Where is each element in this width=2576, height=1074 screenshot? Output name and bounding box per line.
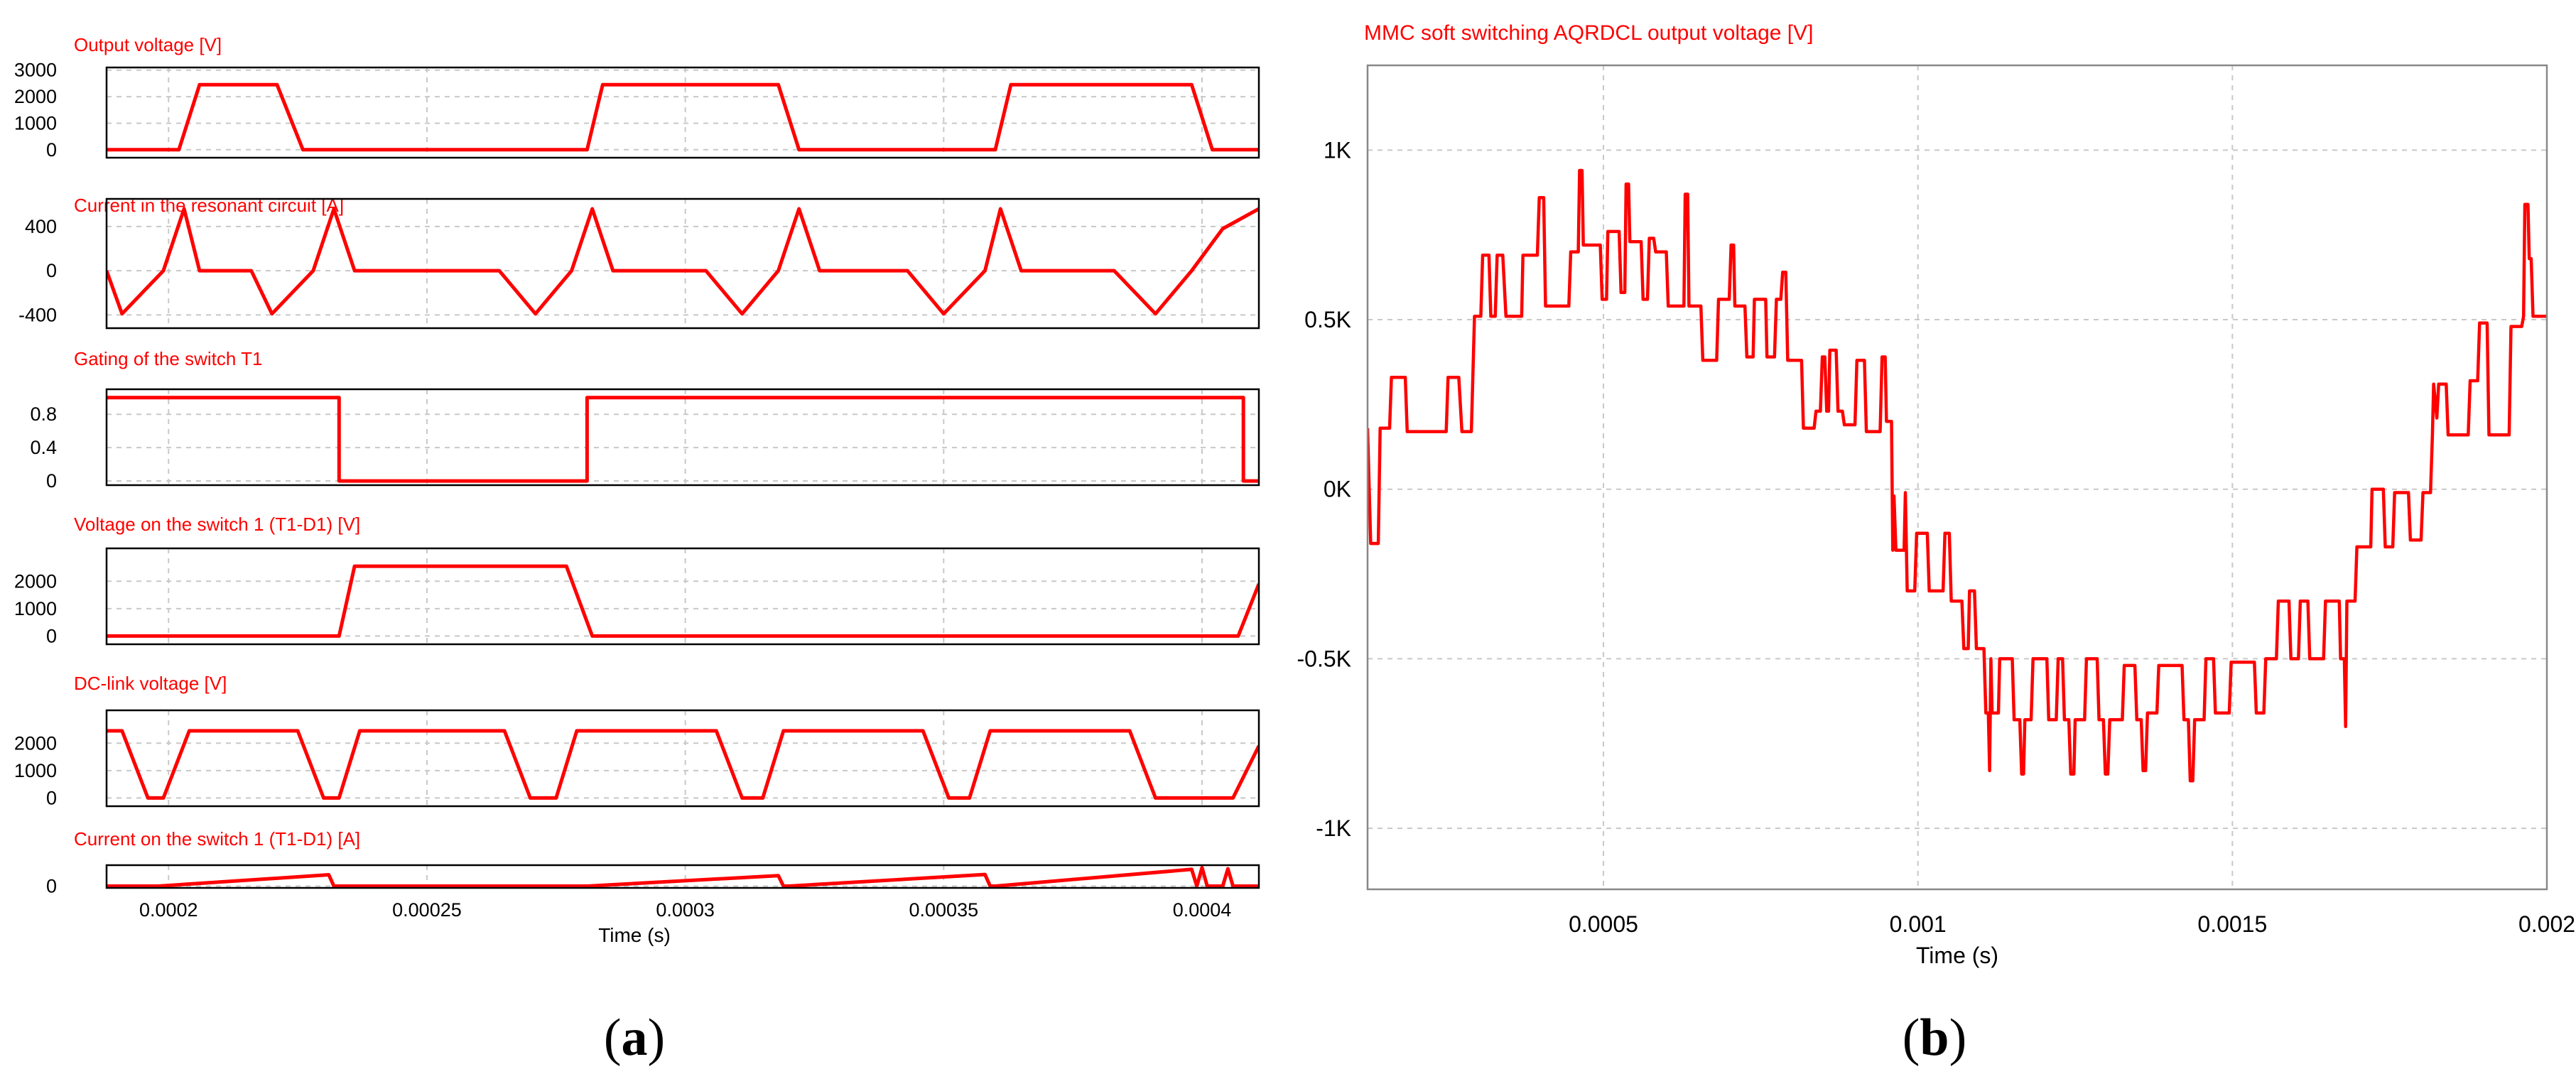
panel-frame [105,864,1260,889]
y-tick-label: 0 [46,875,57,896]
panel-title: Voltage on the switch 1 (T1-D1) [V] [74,514,360,535]
y-tick-label: 1000 [14,760,57,781]
panel-title: Current in the resonant circuit [A] [74,195,344,216]
x-axis-label: Time (s) [598,924,671,946]
y-tick-label: 1000 [14,112,57,134]
y-tick-label: 0 [46,787,57,808]
caption-b: (b) [1903,1009,1966,1067]
panel-title: DC-link voltage [V] [74,673,227,694]
x-tick-label: 0.0004 [1173,899,1232,921]
y-tick-label: 0 [46,260,57,281]
panel-3: Gating of the switch T1 0 0.4 0.8 [30,348,1260,492]
y-tick-label: 1K [1324,137,1351,163]
series-line [107,82,1259,152]
series-line [107,564,1259,638]
y-tick-label: 0 [46,470,57,492]
y-tick-label: 0.5K [1304,307,1351,332]
panel-2: Current in the resonant circuit [A] -400 0… [18,195,1260,330]
x-tick-label: 0.0015 [2197,911,2267,937]
series-line [107,396,1259,483]
chart-a: Output voltage [V] 0 1000 2000 3000 Current i… [14,34,1260,946]
panel-frame [105,388,1260,487]
panel-5: DC-link voltage [V] 0 1000 2000 [14,673,1260,808]
panel-1: Output voltage [V] 0 1000 2000 3000 [14,34,1260,161]
y-tick-label: 0K [1324,477,1351,502]
series-line [107,207,1259,316]
plot-frame [1366,64,2548,891]
x-tick-label: 0.0002 [139,899,198,921]
panel-title: Output voltage [V] [74,34,222,55]
y-tick-label: 400 [25,216,57,237]
x-axis-label: Time (s) [1916,943,1998,968]
series-line [107,729,1259,800]
panel-title: Current on the switch 1 (T1-D1) [A] [74,828,360,850]
y-tick-label: 0 [46,139,57,161]
y-tick-label: 1000 [14,598,57,619]
x-tick-label: 0.00025 [392,899,462,921]
panel-4: Voltage on the switch 1 (T1-D1) [V] 0 1000… [14,514,1260,646]
y-tick-label: -400 [18,304,57,325]
panel-6: Current on the switch 1 (T1-D1) [A] 0 [46,828,1260,896]
x-tick-label: 0.00035 [909,899,979,921]
x-tick-label: 0.0003 [656,899,715,921]
y-tick-label: 2000 [14,570,57,592]
y-tick-label: -1K [1316,815,1351,841]
x-tick-label: 0.002 [2518,911,2575,937]
chart-b: MMC soft switching AQRDCL output voltage… [1297,21,2576,968]
series-line [107,865,1259,888]
panel-frame [105,66,1260,159]
caption-a: (a) [604,1009,665,1067]
y-tick-label: -0.5K [1297,646,1351,671]
chart-title: MMC soft switching AQRDCL output voltage… [1364,21,1813,45]
y-tick-label: 0.4 [30,437,57,458]
panel-frame [105,547,1260,646]
y-tick-label: 3000 [14,60,57,81]
panel-frame [105,197,1260,330]
x-tick-label: 0.0005 [1569,911,1638,937]
y-tick-label: 2000 [14,732,57,754]
y-tick-label: 0 [46,625,57,646]
x-tick-label: 0.001 [1890,911,1947,937]
series-line [1368,168,2547,783]
y-tick-label: 0.8 [30,403,57,425]
panel-frame [105,709,1260,808]
panel-title: Gating of the switch T1 [74,348,262,369]
y-tick-label: 2000 [14,86,57,107]
